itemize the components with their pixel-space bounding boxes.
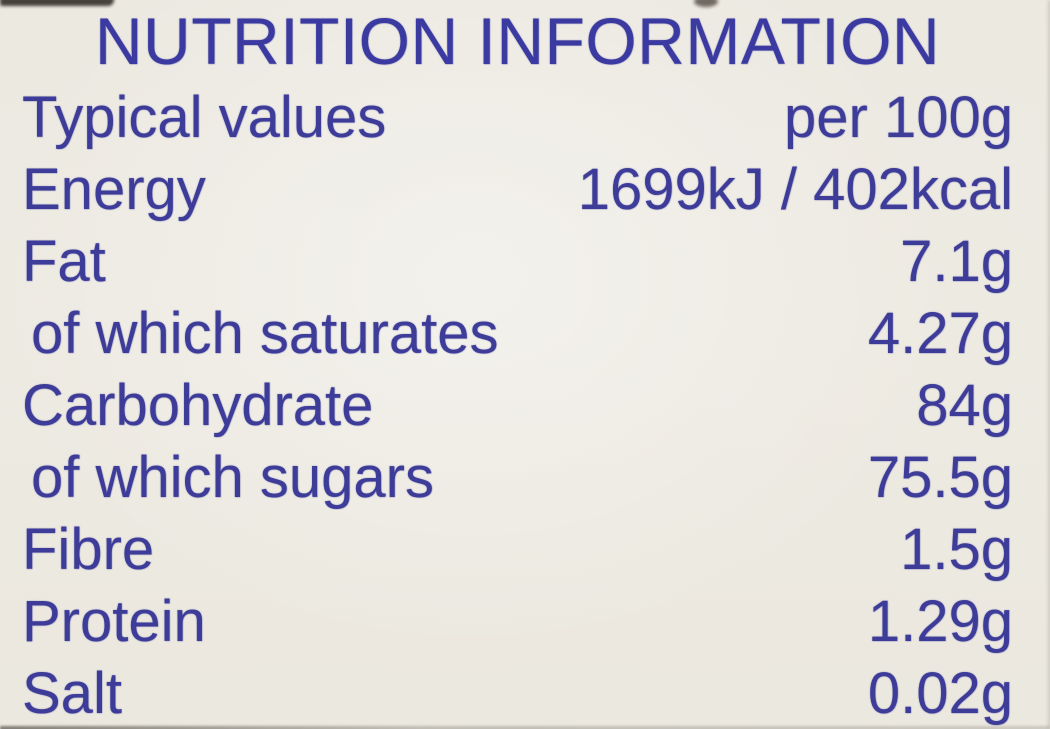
nutrient-name: Protein <box>22 588 206 654</box>
nutrient-value: 75.5g <box>867 444 1013 510</box>
nutrient-name: Fibre <box>22 516 155 582</box>
title-row: NUTRITION INFORMATION <box>22 0 1013 81</box>
nutrient-value: 4.27g <box>867 300 1013 366</box>
header-row: Typical values per 100g <box>22 81 1013 153</box>
nutrient-value: 1699kJ / 402kcal <box>577 156 1013 222</box>
row-fat: Fat 7.1g <box>22 225 1013 297</box>
nutrient-name: Carbohydrate <box>22 372 374 438</box>
nutrient-value: 7.1g <box>900 228 1013 294</box>
row-protein: Protein 1.29g <box>22 585 1013 657</box>
nutrient-name: Fat <box>22 228 106 294</box>
row-fibre: Fibre 1.5g <box>22 513 1013 585</box>
nutrient-name: Energy <box>22 156 206 222</box>
label-title: NUTRITION INFORMATION <box>94 3 941 78</box>
nutrient-value: 1.29g <box>867 588 1013 654</box>
nutrient-value: 1.5g <box>900 516 1013 582</box>
nutrient-name: Salt <box>22 660 122 726</box>
row-sugars: of which sugars 75.5g <box>22 441 1013 513</box>
nutrient-name: of which saturates <box>31 300 499 366</box>
typical-values-label: Typical values <box>22 84 387 150</box>
nutrient-value: 84g <box>916 372 1013 438</box>
row-energy: Energy 1699kJ / 402kcal <box>22 153 1013 225</box>
row-carbohydrate: Carbohydrate 84g <box>22 369 1013 441</box>
nutrient-value: 0.02g <box>867 660 1013 726</box>
nutrient-name: of which sugars <box>31 444 434 510</box>
per-100g-label: per 100g <box>784 84 1013 150</box>
row-saturates: of which saturates 4.27g <box>22 297 1013 369</box>
row-salt: Salt 0.02g <box>22 657 1013 729</box>
